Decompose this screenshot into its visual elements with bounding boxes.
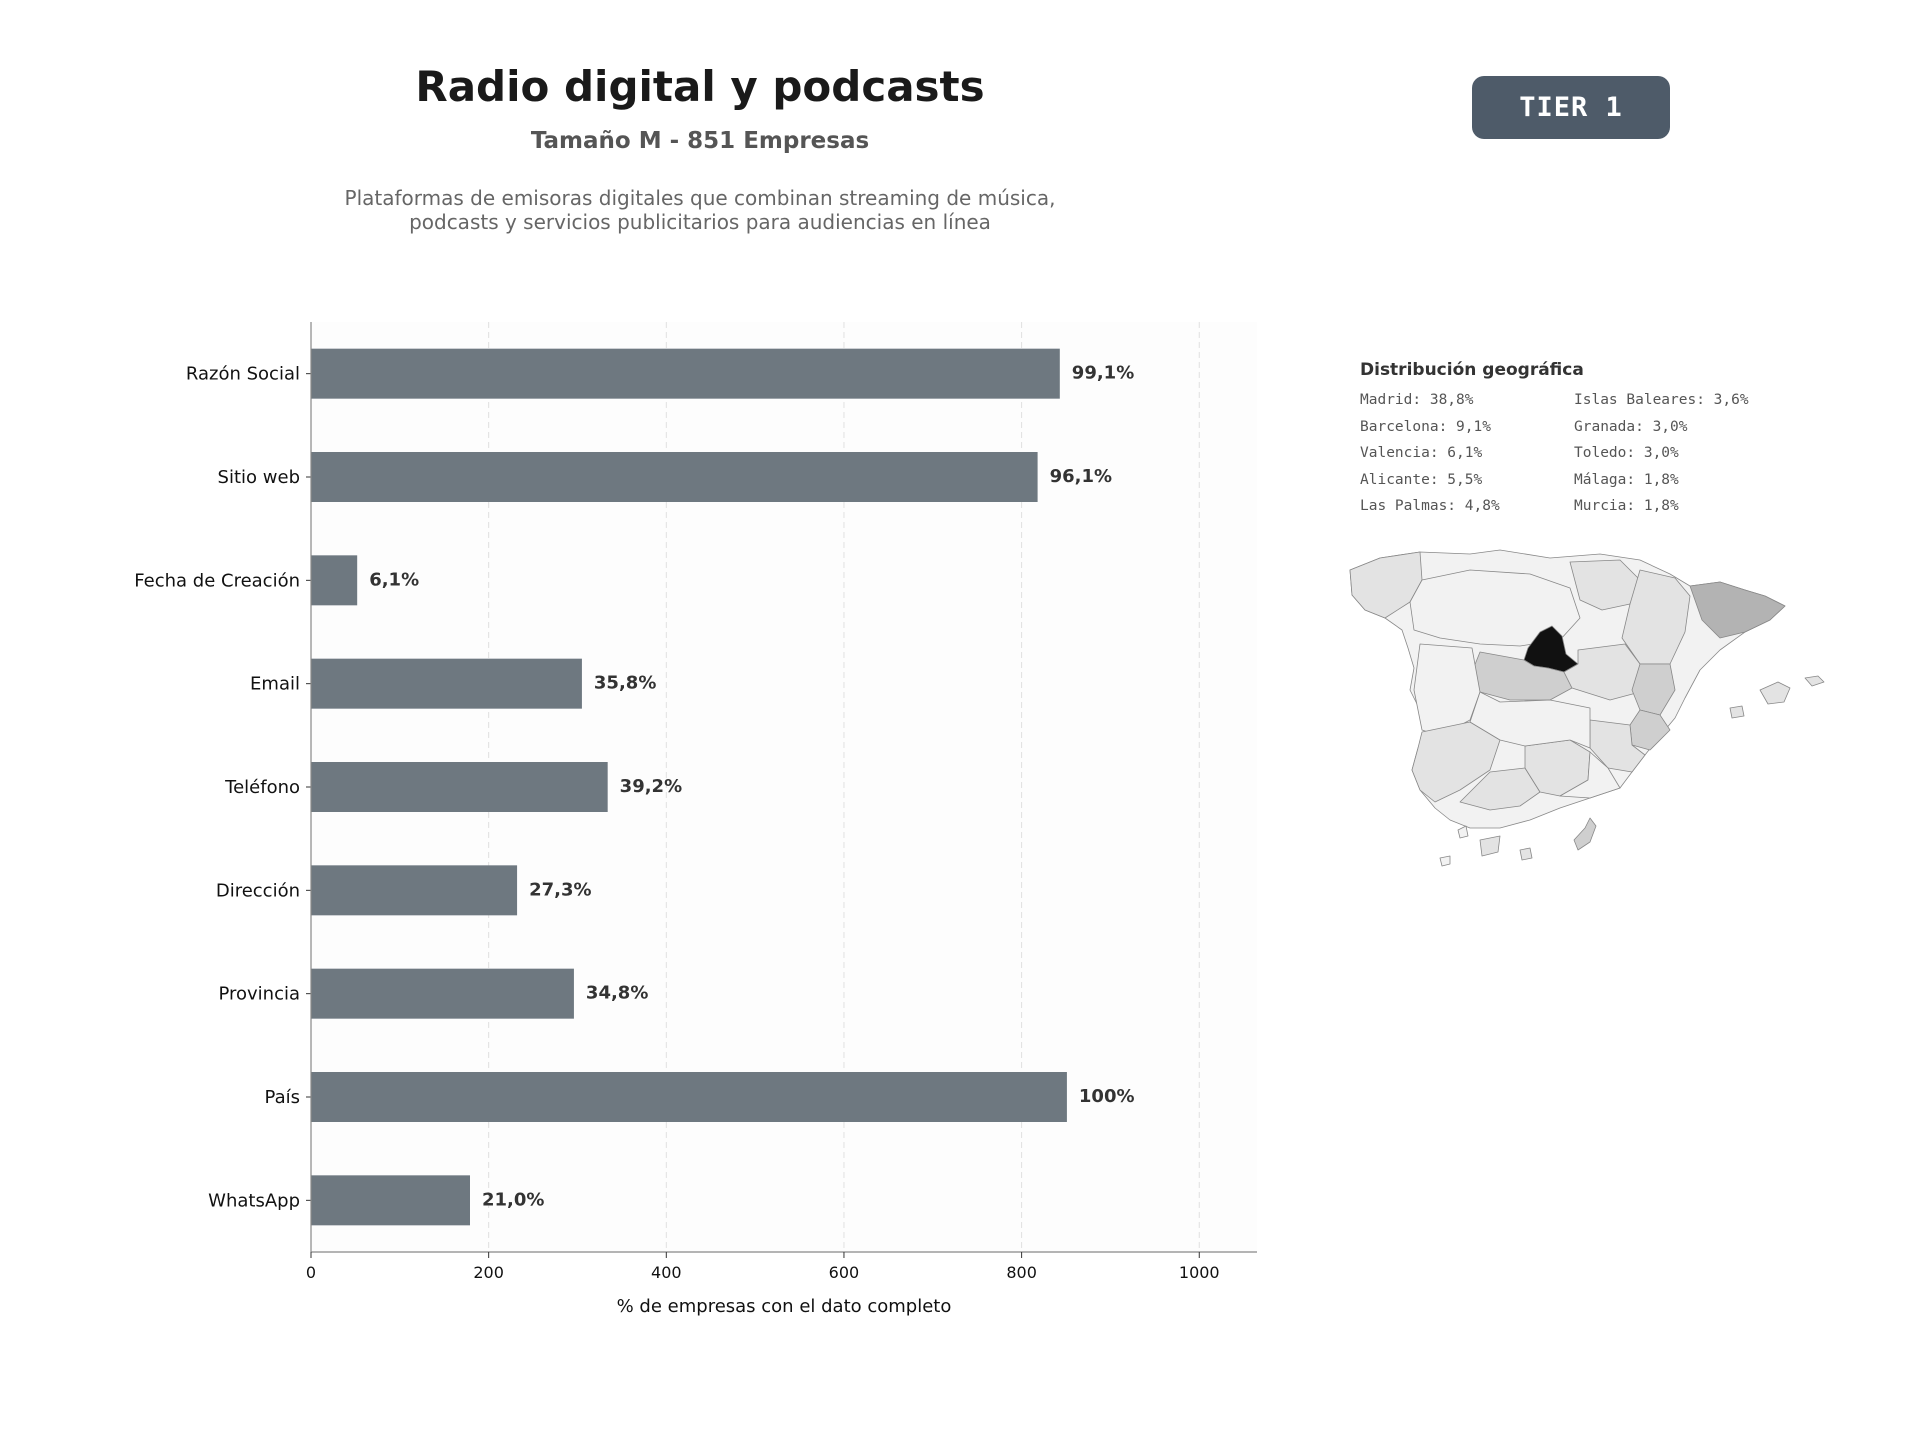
x-tick-label: 200 bbox=[473, 1263, 504, 1282]
data-label: 35,8% bbox=[594, 673, 656, 694]
map-region-baleares-small bbox=[1804, 675, 1825, 687]
map-region-canarias-4 bbox=[1519, 847, 1533, 861]
x-tick-label: 400 bbox=[651, 1263, 682, 1282]
geo-item: Barcelona: 9,1% bbox=[1360, 418, 1491, 435]
description-line-1: Plataformas de emisoras digitales que co… bbox=[344, 186, 1056, 210]
data-label: 21,0% bbox=[482, 1189, 544, 1210]
geo-item: Islas Baleares: 3,6% bbox=[1574, 392, 1749, 408]
map-region-ibiza bbox=[1729, 705, 1745, 719]
x-tick-label: 600 bbox=[829, 1263, 860, 1282]
data-label: 27,3% bbox=[529, 879, 591, 900]
geo-item: Granada: 3,0% bbox=[1574, 418, 1688, 435]
data-label: 96,1% bbox=[1050, 466, 1112, 487]
y-tick-label: WhatsApp bbox=[208, 1190, 300, 1211]
map-region-baleares bbox=[1759, 681, 1791, 705]
map-region-almeria bbox=[1559, 751, 1621, 799]
map-region-barcelona bbox=[1689, 581, 1786, 639]
map-region-murcia bbox=[1589, 719, 1646, 773]
page-title: Radio digital y podcasts bbox=[415, 62, 985, 111]
geo-item: Toledo: 3,0% bbox=[1574, 445, 1679, 461]
bar bbox=[311, 1175, 470, 1226]
bar bbox=[311, 658, 582, 709]
y-tick-label: Razón Social bbox=[186, 364, 300, 385]
y-tick-label: Sitio web bbox=[218, 467, 300, 488]
map-region-south-center bbox=[1469, 691, 1591, 749]
bar bbox=[311, 762, 608, 812]
bar bbox=[311, 1072, 1067, 1122]
data-label: 34,8% bbox=[586, 983, 648, 1004]
x-tick-label: 1000 bbox=[1179, 1263, 1220, 1282]
geo-item: Málaga: 1,8% bbox=[1574, 471, 1679, 488]
data-label: 99,1% bbox=[1072, 363, 1134, 384]
data-label: 100% bbox=[1079, 1086, 1135, 1107]
bar bbox=[311, 555, 358, 606]
geo-item: Madrid: 38,8% bbox=[1360, 392, 1474, 408]
bar bbox=[311, 968, 574, 1019]
page-subtitle: Tamaño M - 851 Empresas bbox=[530, 128, 870, 154]
bar bbox=[311, 452, 1038, 502]
geo-item: Alicante: 5,5% bbox=[1360, 471, 1483, 488]
y-tick-label: Provincia bbox=[218, 984, 300, 1005]
geo-item: Valencia: 6,1% bbox=[1360, 445, 1483, 461]
tier-badge: TIER 1 bbox=[1472, 76, 1670, 139]
geo-item: Murcia: 1,8% bbox=[1574, 498, 1679, 514]
description-line-2: podcasts y servicios publicitarios para … bbox=[409, 210, 991, 234]
data-label: 6,1% bbox=[369, 569, 419, 590]
x-tick-label: 0 bbox=[306, 1263, 316, 1282]
map-region-canarias-5 bbox=[1439, 855, 1451, 867]
y-tick-label: Email bbox=[250, 674, 300, 695]
y-tick-label: Fecha de Creación bbox=[134, 570, 300, 591]
x-axis-label: % de empresas con el dato completo bbox=[617, 1296, 952, 1317]
y-tick-label: Dirección bbox=[216, 880, 300, 901]
bar-chart: Razón Social 99,1% Sitio web 96,1% Fecha de … bbox=[134, 322, 1257, 1317]
bar bbox=[311, 865, 518, 916]
geo-distribution: Distribución geográfica Madrid: 38,8% Ba… bbox=[1360, 360, 1840, 525]
geo-item: Las Palmas: 4,8% bbox=[1360, 498, 1500, 514]
page-description: Plataformas de emisoras digitales que co… bbox=[250, 186, 1150, 234]
bar bbox=[311, 348, 1060, 399]
spain-map bbox=[1349, 549, 1825, 867]
data-label: 39,2% bbox=[620, 776, 682, 797]
map-region-east-center bbox=[1563, 643, 1641, 701]
map-region-canarias-2 bbox=[1457, 825, 1469, 839]
geo-list: Madrid: 38,8% Barcelona: 9,1% Valencia: … bbox=[1360, 392, 1840, 525]
x-tick-label: 800 bbox=[1006, 1263, 1037, 1282]
map-region-canarias-1 bbox=[1479, 835, 1501, 857]
y-tick-label: País bbox=[265, 1087, 300, 1108]
geo-title: Distribución geográfica bbox=[1360, 360, 1584, 380]
map-region-canarias-3 bbox=[1573, 817, 1597, 851]
y-tick-label: Teléfono bbox=[224, 777, 300, 798]
